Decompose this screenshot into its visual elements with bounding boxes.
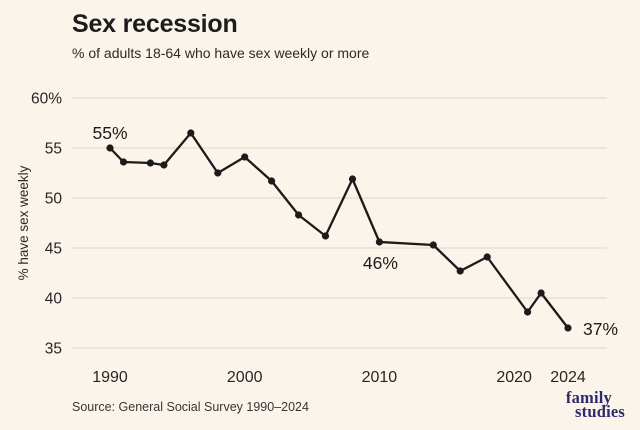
data-point (268, 177, 276, 185)
y-tick-label: 35 (45, 341, 62, 358)
logo-line-studies: studies (575, 401, 625, 421)
chart-title: Sex recession (72, 10, 238, 38)
annotation-label: 55% (92, 123, 127, 143)
x-tick-label: 1990 (92, 369, 128, 386)
data-point (564, 324, 572, 332)
family-studies-logo: family studies (565, 388, 625, 421)
chart-subtitle: % of adults 18-64 who have sex weekly or… (72, 45, 370, 61)
x-tick-label: 2024 (550, 369, 586, 386)
x-tick-label: 2020 (496, 369, 532, 386)
data-point (119, 158, 128, 166)
data-point (483, 253, 491, 261)
data-point (241, 153, 249, 161)
annotation-label: 37% (583, 319, 618, 339)
data-point (187, 129, 195, 137)
data-point (524, 308, 532, 316)
data-point (146, 159, 154, 167)
data-point (295, 211, 303, 219)
y-tick-label: 50 (45, 191, 63, 208)
y-tick-label: 60% (31, 91, 62, 108)
data-point (321, 232, 330, 240)
x-tick-label: 2010 (362, 369, 398, 386)
y-tick-label: 45 (45, 241, 62, 258)
y-tick-label: 40 (45, 291, 63, 308)
data-point (429, 241, 437, 249)
x-tick-label: 2000 (227, 369, 263, 386)
y-tick-label: 55 (45, 141, 62, 158)
logo-line-family: family (565, 388, 612, 407)
data-point (348, 175, 357, 183)
line-chart: 60% 55 50 45 40 35 1990 2000 2010 2020 2024 55% 46% 3… (31, 91, 618, 387)
data-point (106, 144, 114, 152)
data-point (375, 238, 383, 246)
data-point (160, 161, 168, 169)
source-note: Source: General Social Survey 1990–2024 (72, 400, 309, 414)
data-point (537, 289, 545, 297)
annotation-label: 46% (363, 253, 398, 273)
data-point (214, 169, 222, 177)
data-point (456, 267, 464, 275)
